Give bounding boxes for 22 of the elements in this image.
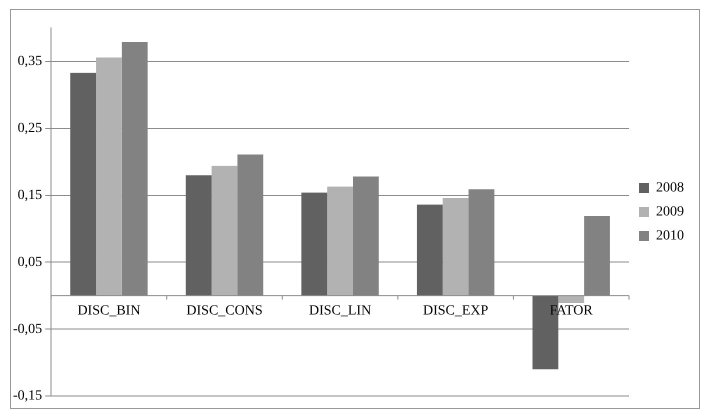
legend-label: 2008 — [656, 180, 684, 196]
bar — [186, 175, 212, 296]
legend-label: 2009 — [656, 204, 684, 220]
y-tick-label: -0,05 — [12, 322, 42, 337]
bar — [416, 204, 443, 296]
x-tick-label: DISC_LIN — [308, 303, 372, 318]
bar — [327, 186, 353, 296]
bar — [558, 296, 584, 303]
bar — [96, 57, 122, 296]
x-tick-label: DISC_EXP — [422, 303, 489, 318]
y-tick-label: 0,05 — [18, 254, 42, 270]
x-tick-label: DISC_BIN — [77, 303, 140, 318]
y-tick-label: 0,25 — [18, 121, 42, 136]
legend-label: 2010 — [656, 228, 684, 244]
y-tick-label: -0,15 — [12, 388, 42, 404]
x-tick-label: DISC_CONS — [186, 303, 263, 318]
bar — [70, 72, 96, 296]
y-tick-label: 0,35 — [18, 54, 42, 70]
bar — [212, 166, 238, 296]
bar — [301, 192, 328, 296]
bar — [442, 198, 469, 296]
y-tick-label: 0,15 — [18, 188, 42, 203]
